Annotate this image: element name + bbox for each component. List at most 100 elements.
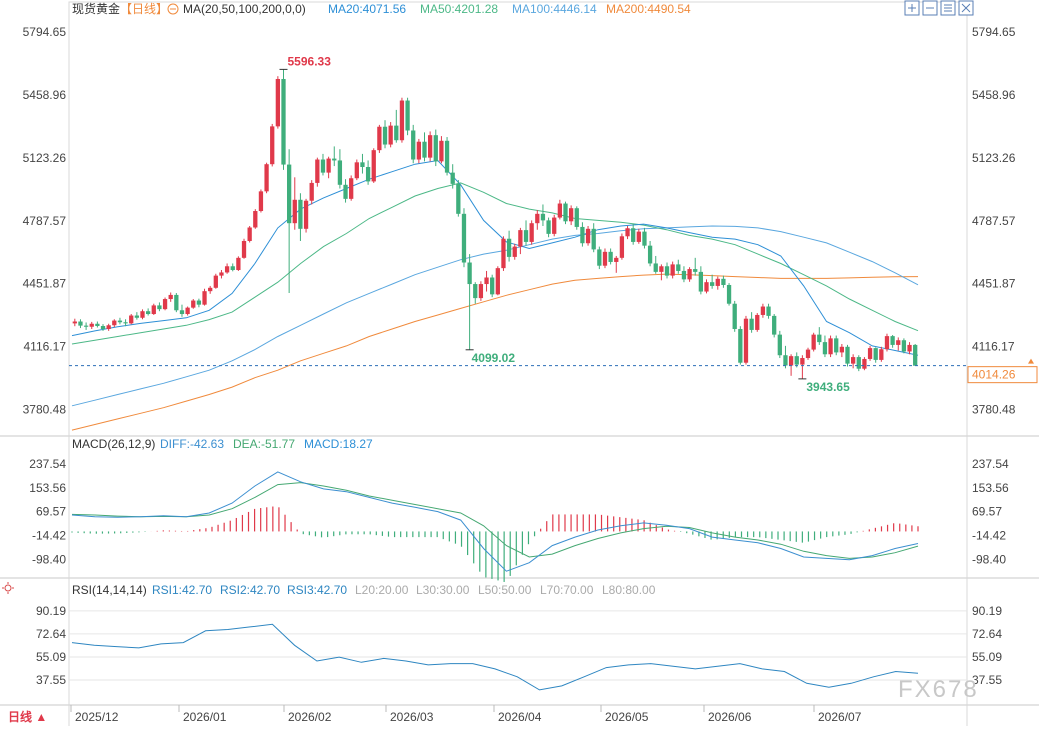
candle-body	[518, 230, 523, 247]
candle-body	[704, 282, 709, 292]
candle-body	[106, 325, 111, 329]
candle-body	[332, 158, 337, 161]
watermark-logo: FX678	[898, 676, 979, 703]
candle-body	[535, 213, 540, 224]
y-tick-label-right: -14.42	[972, 529, 1006, 543]
candle-body	[247, 227, 252, 241]
rsi-l20: L20:20.00	[355, 583, 409, 597]
y-tick-label-left: -14.42	[32, 529, 66, 543]
y-tick-label-left: 72.64	[36, 627, 66, 641]
zoom-in-icon[interactable]	[904, 0, 920, 16]
x-tick-label: 2026/07	[818, 710, 862, 724]
candle-body	[123, 322, 128, 324]
ma100-line	[71, 225, 919, 407]
candle-body	[591, 228, 596, 250]
y-tick-label-left: 90.19	[36, 604, 66, 618]
candle-body	[501, 238, 506, 269]
candle-body	[625, 228, 630, 237]
rsi1-value: RSI1:42.70	[152, 583, 212, 597]
candle-body	[337, 160, 343, 185]
candle-body	[253, 211, 258, 228]
candle-body	[456, 183, 461, 214]
candle-body	[546, 220, 551, 234]
x-axis: 2025/12 2026/01 2026/02 2026/03 2026/04 2026/…	[70, 705, 862, 724]
candle-body	[162, 299, 168, 310]
candle-body	[523, 230, 529, 242]
y-tick-label-left: 5794.65	[23, 25, 67, 39]
candle-body	[394, 125, 399, 141]
candle-body	[281, 78, 286, 165]
candle-body	[839, 346, 845, 353]
candle-body	[676, 264, 681, 271]
settings-icon[interactable]	[940, 0, 956, 16]
close-icon[interactable]	[958, 0, 974, 16]
y-tick-label-right: 3780.48	[972, 402, 1016, 416]
instrument-name: 现货黄金	[72, 1, 120, 16]
candle-body	[354, 162, 359, 179]
macd-diff-value: DIFF:-42.63	[160, 437, 224, 451]
candle-body	[450, 172, 455, 184]
candle-body	[828, 338, 833, 355]
candle-body	[495, 268, 500, 295]
candle-body	[219, 272, 224, 276]
candle-body	[721, 278, 726, 285]
x-tick-label: 2026/06	[708, 710, 752, 724]
macd-series	[71, 471, 919, 582]
y-tick-label-right: 4787.57	[972, 214, 1016, 228]
candle-body	[360, 162, 365, 168]
candle-body	[867, 348, 873, 359]
y-tick-label-right: 5794.65	[972, 25, 1016, 39]
macd-hist-value: MACD:18.27	[304, 437, 373, 451]
candle-body	[557, 203, 563, 218]
last-price-tag: 4014.26	[967, 358, 1038, 384]
candle-body	[95, 323, 100, 327]
candle-body	[83, 325, 89, 327]
macd-diff-line	[71, 471, 919, 572]
candle-body	[913, 344, 918, 366]
candle-body	[777, 334, 782, 356]
candle-body	[422, 141, 427, 158]
candle-body	[552, 217, 557, 234]
candle-body	[834, 338, 839, 353]
y-tick-label-left: 5123.26	[23, 151, 67, 165]
rsi-params: RSI(14,14,14)	[72, 583, 147, 597]
zoom-out-icon[interactable]	[922, 0, 938, 16]
candle-body	[817, 334, 822, 343]
y-tick-label-right: 72.64	[972, 627, 1002, 641]
candle-body	[850, 357, 856, 364]
candle-body	[681, 270, 687, 280]
candle-body	[185, 307, 190, 315]
candle-body	[879, 349, 884, 360]
rsi3-value: RSI3:42.70	[287, 583, 347, 597]
gridlines	[69, 610, 967, 681]
candle-body	[157, 305, 162, 310]
candle-body	[168, 294, 173, 300]
period-selector-button[interactable]: 日线 ▲	[8, 709, 47, 724]
candle-body	[698, 271, 704, 292]
candle-body	[473, 284, 478, 299]
ma-params: MA(20,50,100,200,0,0)	[183, 2, 306, 16]
rsi2-value: RSI2:42.70	[220, 583, 280, 597]
candle-body	[433, 135, 438, 162]
ma200-line	[71, 273, 919, 431]
candle-body	[416, 141, 422, 160]
candle-body	[388, 125, 393, 145]
sun-icon[interactable]	[2, 582, 14, 594]
candle-body	[371, 150, 376, 182]
candle-body	[574, 208, 579, 227]
candle-body	[760, 306, 766, 315]
y-tick-label-right: 69.57	[972, 505, 1002, 519]
low1-annotation: 4099.02	[465, 349, 515, 365]
candle-body	[687, 269, 692, 280]
candle-body	[326, 158, 331, 173]
candle-body	[715, 278, 720, 286]
candle-body	[896, 340, 901, 345]
candle-body	[179, 310, 185, 315]
y-tick-label-left: 153.56	[29, 481, 66, 495]
rsi-y-axis: 90.19 90.19 72.64 72.64 55.09 55.09 37.55 37.55	[36, 604, 1002, 687]
low2-label: 3943.65	[806, 380, 850, 394]
collapse-icon[interactable]	[167, 3, 179, 15]
candle-body	[907, 344, 912, 352]
